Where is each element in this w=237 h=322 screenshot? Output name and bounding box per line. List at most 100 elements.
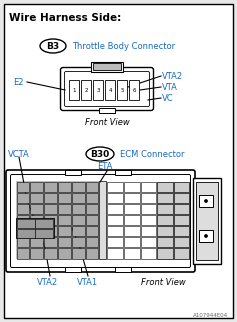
Bar [174,204,190,214]
Bar [86,215,99,225]
Bar [124,215,140,225]
Bar [17,193,29,203]
Bar [108,215,123,225]
Bar [157,204,173,214]
Bar [30,193,43,203]
Bar [58,226,71,236]
Text: VTA2: VTA2 [37,278,59,287]
Bar [141,193,156,203]
Bar [107,181,190,259]
Bar [44,237,57,247]
Text: Throttle Body Connector: Throttle Body Connector [72,42,175,51]
Bar [58,215,71,225]
Text: Front View: Front View [141,278,185,287]
Bar [58,204,71,214]
Bar [105,80,115,100]
Bar [174,248,190,259]
Bar [36,229,54,238]
Bar [44,226,57,236]
Text: VC: VC [162,93,174,102]
Bar [157,237,173,247]
Bar [72,215,85,225]
Bar [124,193,140,203]
Bar [174,193,190,203]
Bar [16,218,54,238]
Bar [44,182,57,192]
Bar [108,182,123,192]
Bar [141,237,156,247]
FancyBboxPatch shape [60,68,154,110]
Text: 2: 2 [84,88,88,92]
Bar [174,226,190,236]
Bar [72,193,85,203]
Bar [30,248,43,259]
Bar [86,182,99,192]
Bar [174,237,190,247]
Bar [108,226,123,236]
Text: Front View: Front View [85,118,129,127]
Bar [58,182,71,192]
Bar [199,230,213,242]
Text: VTA2: VTA2 [162,71,183,80]
Text: B30: B30 [90,149,110,158]
Text: B3: B3 [46,42,59,51]
Bar [17,226,29,236]
Bar [115,267,131,272]
Bar [72,204,85,214]
Text: 1: 1 [72,88,76,92]
FancyBboxPatch shape [10,175,191,268]
Text: ETA: ETA [97,162,113,171]
Text: 6: 6 [132,88,136,92]
Bar [124,226,140,236]
Bar [108,204,123,214]
Bar [141,215,156,225]
FancyBboxPatch shape [64,71,150,107]
Bar [99,181,106,259]
Bar [16,181,99,259]
Bar [141,182,156,192]
Ellipse shape [205,234,208,238]
Bar [157,248,173,259]
Bar [174,215,190,225]
Bar [91,62,123,72]
Text: 4: 4 [108,88,112,92]
Bar [72,226,85,236]
Bar [174,226,190,236]
Text: VTA1: VTA1 [77,278,99,287]
Bar [157,182,173,192]
Bar [36,219,54,228]
Bar [17,215,29,225]
Bar [58,237,71,247]
Bar [72,182,85,192]
Bar [157,215,173,225]
Bar [30,215,43,225]
Text: E2: E2 [13,78,23,87]
Bar [58,248,71,259]
Bar [124,204,140,214]
Bar [17,204,29,214]
Bar [174,204,190,214]
Bar [17,182,29,192]
Text: 3: 3 [96,88,100,92]
Bar [157,193,173,203]
Text: A107944E04: A107944E04 [193,313,228,318]
Bar [157,226,173,236]
Bar [115,170,131,175]
Bar [30,204,43,214]
Bar [72,248,85,259]
Bar [174,193,190,203]
Bar [30,182,43,192]
Text: VCTA: VCTA [8,149,30,158]
Bar [44,248,57,259]
Bar [174,215,190,225]
Bar [17,219,35,228]
Bar [30,237,43,247]
Bar [44,193,57,203]
Bar [141,248,156,259]
Bar [157,237,173,247]
Bar [86,193,99,203]
Bar [17,237,29,247]
Bar [86,237,99,247]
Ellipse shape [86,147,114,161]
Bar [157,215,173,225]
